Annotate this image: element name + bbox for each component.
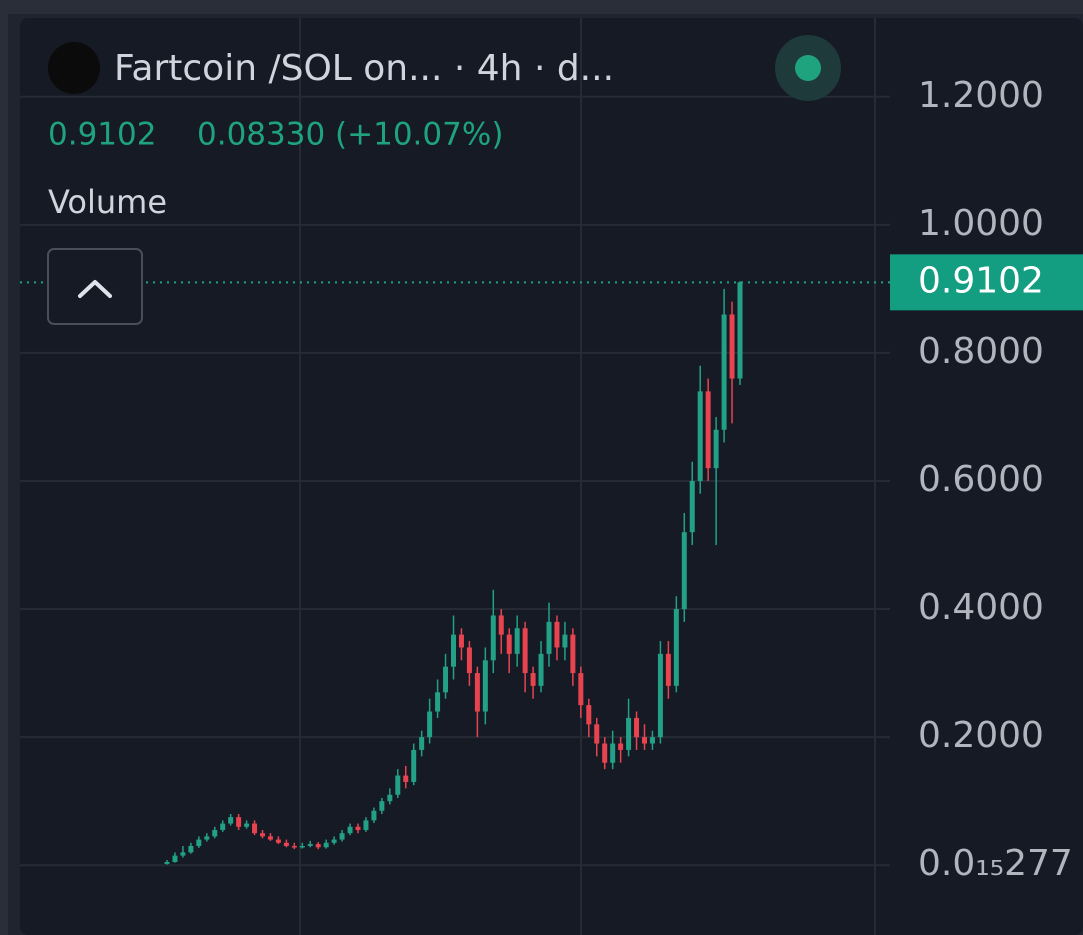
- candle-body: [522, 628, 528, 674]
- candle-body: [395, 775, 401, 795]
- candle-body: [610, 743, 616, 763]
- candle-body: [642, 737, 647, 744]
- candle-body: [180, 852, 186, 856]
- candle-body: [721, 314, 727, 430]
- candle-body: [713, 429, 719, 469]
- candle-body: [172, 855, 178, 862]
- candle-body: [697, 391, 703, 481]
- candle-body: [737, 282, 743, 379]
- candle-body: [705, 391, 711, 469]
- candles: [164, 281, 743, 865]
- candle-body: [355, 826, 361, 830]
- candle-body: [212, 829, 218, 837]
- price-change: 0.08330 (+10.07%): [197, 117, 503, 153]
- candle-body: [538, 653, 544, 686]
- candle-body: [260, 833, 265, 837]
- candle-body: [554, 621, 560, 648]
- candle-body: [594, 724, 600, 744]
- candle-body: [204, 836, 210, 840]
- candle-body: [681, 532, 687, 610]
- candle-body: [618, 743, 624, 750]
- candle-body: [291, 845, 297, 848]
- candle-body: [267, 836, 273, 840]
- chart-title: Fartcoin /SOL on... · 4h · d...: [114, 48, 614, 89]
- candle-body: [307, 844, 313, 846]
- candle-body: [331, 839, 337, 843]
- candle-body: [315, 844, 321, 848]
- price-badge-label: 0.9102: [918, 260, 1044, 301]
- candle-body: [371, 810, 377, 821]
- candle-body: [634, 717, 640, 738]
- candle-body: [435, 692, 441, 712]
- candle-body: [236, 817, 242, 827]
- y-tick-label: 0.0₁₅277: [918, 843, 1073, 884]
- candle-body: [244, 823, 250, 827]
- candle-body: [482, 660, 488, 712]
- grid: [20, 18, 890, 935]
- candle-body: [220, 823, 226, 830]
- candle-body: [458, 634, 464, 648]
- candle-body: [490, 615, 496, 661]
- collapse-button[interactable]: [47, 248, 143, 325]
- candle-body: [411, 749, 417, 782]
- candle-body: [443, 666, 449, 693]
- candle-body: [283, 842, 289, 846]
- chevron-icon: [78, 280, 112, 298]
- candle-body: [339, 833, 345, 840]
- candle-body: [164, 861, 170, 864]
- candle-body: [602, 743, 608, 763]
- candle-body: [530, 673, 536, 686]
- y-tick-label: 1.0000: [918, 203, 1044, 244]
- candle-body: [665, 653, 671, 686]
- candle-body: [451, 634, 456, 667]
- candle-body: [546, 621, 552, 654]
- y-tick-label: 0.2000: [918, 715, 1044, 756]
- candle-body: [299, 845, 305, 848]
- y-tick-label: 1.2000: [918, 75, 1044, 116]
- candle-body: [196, 839, 202, 846]
- candle-body: [586, 705, 592, 725]
- candle-body: [657, 653, 663, 738]
- candle-body: [578, 673, 584, 706]
- candle-body: [228, 817, 234, 824]
- candle-body: [387, 794, 393, 802]
- y-tick-label: 0.4000: [918, 587, 1044, 628]
- chart-panel: [20, 18, 1083, 935]
- last-price: 0.9102: [48, 117, 156, 153]
- candle-body: [275, 839, 281, 843]
- candle-body: [379, 801, 385, 811]
- candle-body: [514, 628, 520, 654]
- candle-body: [188, 845, 194, 853]
- indicator-label: Volume: [48, 183, 167, 221]
- coin-logo: [48, 42, 100, 94]
- candle-body: [689, 480, 695, 533]
- candle-body: [466, 647, 472, 674]
- price-badge: [890, 254, 1083, 311]
- candle-body: [474, 673, 480, 712]
- candle-body: [562, 634, 568, 648]
- candle-body: [498, 615, 504, 635]
- overlay: 0.0₁₅277 0.2000 0.4000 0.6000 0.8000 1.0000 1.…: [20, 75, 1083, 884]
- candle-body: [570, 634, 576, 674]
- candle-body: [323, 842, 329, 848]
- candle-body: [506, 634, 512, 654]
- candle-body: [252, 823, 258, 834]
- candle-body: [363, 820, 369, 830]
- candle-body: [673, 609, 679, 686]
- candle-body: [403, 775, 409, 782]
- candle-body: [729, 314, 735, 379]
- status-dot: [795, 55, 821, 81]
- candle-body: [347, 826, 353, 834]
- y-tick-label: 0.8000: [918, 331, 1044, 372]
- candle-body: [626, 717, 632, 750]
- candle-body: [427, 711, 433, 738]
- y-tick-label: 0.6000: [918, 459, 1044, 500]
- candle-body: [649, 737, 655, 744]
- candle-body: [419, 737, 425, 750]
